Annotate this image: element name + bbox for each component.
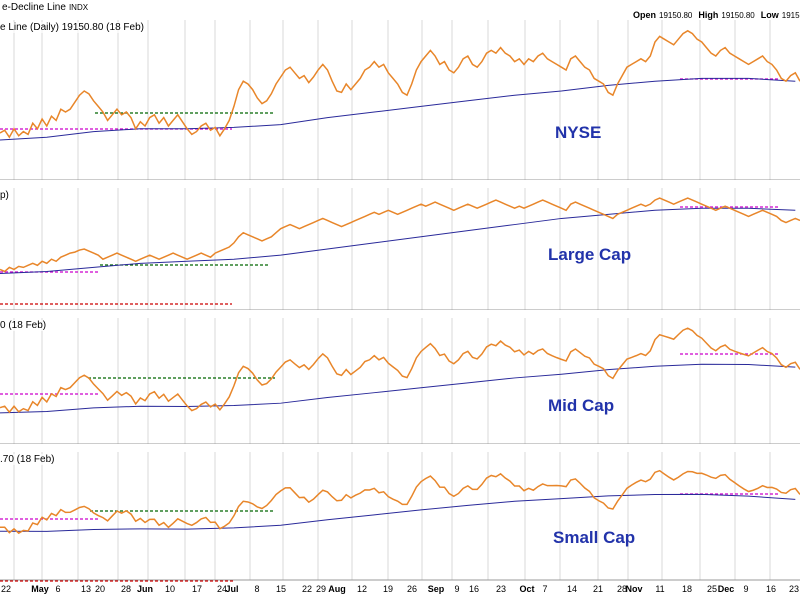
panel-title: Mid Cap (548, 396, 615, 415)
chart-panel-1: 22May6132028Jun101724Jul8152229Aug121926… (0, 20, 800, 180)
moving-average-line (0, 207, 796, 275)
x-axis-label: 26 (407, 584, 417, 594)
panel-plot: 22May6132028Jun101724Jul8152229Aug121926… (0, 188, 800, 310)
x-axis-label: 17 (192, 584, 202, 594)
x-axis-label: 23 (496, 584, 506, 594)
x-axis-label: 28 (617, 584, 627, 594)
x-axis-label: 13 (81, 584, 91, 594)
panel-title: NYSE (555, 123, 602, 142)
panel-plot: 22May6132028Jun101724Jul8152229Aug121926… (0, 318, 800, 444)
price-line (0, 469, 800, 535)
x-axis-label: 28 (121, 584, 131, 594)
chart-panel-3: 22May6132028Jun101724Jul8152229Aug121926… (0, 318, 800, 444)
chart-panel-2: 22May6132028Jun101724Jul8152229Aug121926… (0, 188, 800, 310)
x-axis-label: Jun (137, 584, 153, 594)
x-axis-label: 6 (55, 584, 60, 594)
x-axis-label: 9 (743, 584, 748, 594)
x-axis-label: 16 (766, 584, 776, 594)
x-axis-label: 7 (542, 584, 547, 594)
price-line (0, 29, 800, 139)
low-label: Low (760, 10, 779, 20)
chart-header: e-Decline Line INDX Open 19150.80 High 19150… (0, 0, 800, 20)
panel-legend: .70 (18 Feb) (0, 454, 55, 465)
x-axis-label: 19 (383, 584, 393, 594)
open-label: Open (633, 10, 657, 20)
panel-title: Large Cap (548, 245, 632, 264)
low-value: 19150. (781, 11, 800, 20)
panel-legend: p) (0, 190, 9, 201)
x-axis-label: 8 (254, 584, 259, 594)
x-axis-label: Dec (718, 584, 735, 594)
x-axis-label: Jul (225, 584, 238, 594)
high-label: High (698, 10, 719, 20)
price-line (0, 197, 800, 273)
open-value: 19150.80 (659, 11, 693, 20)
x-axis-label: 20 (95, 584, 105, 594)
x-axis-label: 23 (789, 584, 799, 594)
price-line (0, 327, 800, 414)
chart-title: e-Decline Line INDX (2, 2, 88, 13)
index-tag: INDX (68, 3, 89, 12)
x-axis-label: 29 (316, 584, 326, 594)
x-axis-label: 10 (165, 584, 175, 594)
x-axis-label: 21 (593, 584, 603, 594)
chart-panel-4: 22 May 6 13 20 28 Jun 10 17 24 Jul 8 15 22 29 Aug 12 19 26… (0, 452, 800, 600)
x-axis-label: Nov (625, 584, 642, 594)
x-axis-label: Aug (328, 584, 346, 594)
x-axis-label: Sep (428, 584, 445, 594)
panel-legend: 0 (18 Feb) (0, 320, 47, 331)
panel-plot: 22May6132028Jun101724Jul8152229Aug121926… (0, 20, 800, 180)
x-axis-label: 18 (682, 584, 692, 594)
x-axis-label: 14 (567, 584, 577, 594)
high-value: 19150.80 (721, 11, 755, 20)
x-axis-label: 25 (707, 584, 717, 594)
chart-title-text: e-Decline Line (2, 2, 66, 13)
x-axis-label: 15 (276, 584, 286, 594)
x-axis-label: Oct (519, 584, 534, 594)
x-axis-label: 22 (302, 584, 312, 594)
x-axis-label: May (31, 584, 49, 594)
x-axis-label: 11 (655, 584, 664, 594)
x-axis-label: 16 (469, 584, 479, 594)
x-axis-label: 24 (217, 584, 227, 594)
moving-average-line (0, 363, 796, 414)
moving-average-line (0, 77, 796, 141)
x-axis-label: 22 (1, 584, 11, 594)
panel-title: Small Cap (553, 528, 636, 547)
moving-average-line (0, 493, 796, 532)
panel-legend: e Line (Daily) 19150.80 (18 Feb) (0, 22, 144, 33)
x-axis-label: 12 (357, 584, 367, 594)
x-axis-label: 9 (454, 584, 459, 594)
